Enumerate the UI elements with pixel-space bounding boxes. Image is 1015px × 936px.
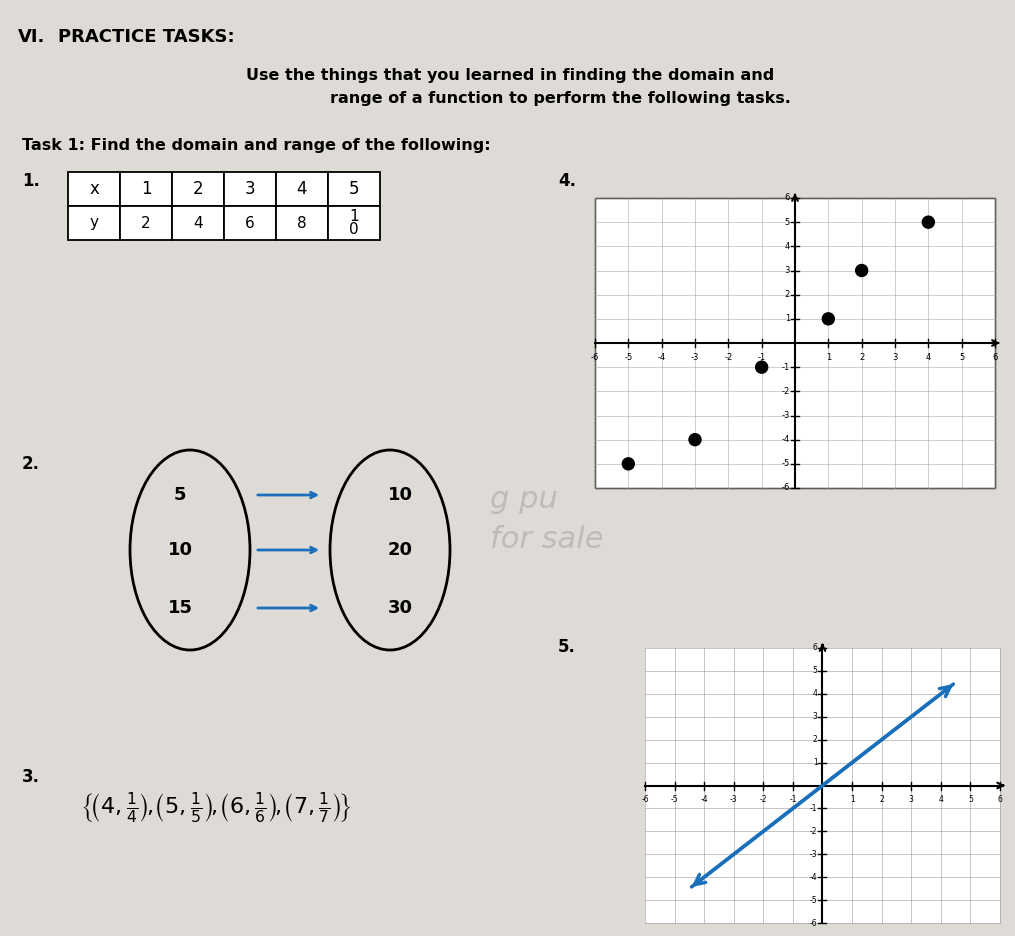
Text: 1: 1 — [813, 758, 817, 768]
Bar — [328, 172, 380, 206]
Text: 4: 4 — [785, 241, 790, 251]
Text: 2: 2 — [859, 353, 865, 362]
Text: 5: 5 — [785, 218, 790, 227]
Text: -2: -2 — [810, 826, 817, 836]
Text: range of a function to perform the following tasks.: range of a function to perform the follo… — [330, 91, 791, 106]
Text: 2.: 2. — [22, 455, 40, 473]
Text: -6: -6 — [810, 918, 817, 928]
Text: 10: 10 — [388, 486, 412, 504]
Text: 2: 2 — [879, 796, 884, 805]
Text: 6: 6 — [785, 194, 790, 202]
Text: 1: 1 — [141, 180, 151, 198]
Text: 3: 3 — [245, 180, 256, 198]
Text: 1
0: 1 0 — [349, 209, 359, 238]
Text: -1: -1 — [810, 804, 817, 813]
Text: -4: -4 — [658, 353, 666, 362]
Text: 4: 4 — [939, 796, 943, 805]
Text: 4: 4 — [926, 353, 931, 362]
Bar — [276, 172, 328, 206]
Text: for sale: for sale — [490, 525, 604, 554]
Text: 20: 20 — [388, 541, 412, 559]
Text: -3: -3 — [730, 796, 738, 805]
Bar — [172, 206, 224, 240]
Text: 5.: 5. — [558, 638, 576, 656]
Bar — [120, 206, 172, 240]
Bar — [276, 206, 328, 240]
Text: x: x — [89, 180, 98, 198]
Text: -2: -2 — [725, 353, 733, 362]
Text: Use the things that you learned in finding the domain and: Use the things that you learned in findi… — [246, 68, 774, 83]
Text: 30: 30 — [388, 599, 412, 617]
Circle shape — [689, 433, 701, 446]
Bar — [224, 172, 276, 206]
Text: 6: 6 — [998, 796, 1003, 805]
Text: 4: 4 — [296, 180, 308, 198]
Text: -4: -4 — [782, 435, 790, 445]
Circle shape — [822, 313, 834, 325]
Bar — [328, 206, 380, 240]
Bar — [172, 172, 224, 206]
Text: $\left\{\!\left(4,\frac{1}{4}\right)\!,\!\left(5,\frac{1}{5}\right)\!,\!\left(6,: $\left\{\!\left(4,\frac{1}{4}\right)\!,\… — [80, 790, 351, 825]
Text: 6: 6 — [993, 353, 998, 362]
Circle shape — [856, 265, 868, 276]
Text: -5: -5 — [624, 353, 632, 362]
Bar — [68, 172, 120, 206]
Text: y: y — [89, 215, 98, 230]
Text: 2: 2 — [813, 735, 817, 744]
Text: 1: 1 — [785, 314, 790, 323]
Text: 4.: 4. — [558, 172, 576, 190]
Bar — [645, 648, 1000, 923]
Text: -1: -1 — [790, 796, 797, 805]
Text: 5: 5 — [968, 796, 972, 805]
Text: -3: -3 — [782, 411, 790, 420]
Bar — [595, 198, 995, 488]
Text: -4: -4 — [810, 872, 817, 882]
Text: 2: 2 — [193, 180, 203, 198]
Bar — [224, 206, 276, 240]
Text: -3: -3 — [810, 850, 817, 858]
Text: 3: 3 — [785, 266, 790, 275]
Text: -4: -4 — [700, 796, 708, 805]
Text: VI.: VI. — [18, 28, 46, 46]
Text: 5: 5 — [959, 353, 964, 362]
Text: 5: 5 — [174, 486, 186, 504]
Text: -5: -5 — [671, 796, 678, 805]
Text: -5: -5 — [782, 460, 790, 468]
Text: 1.: 1. — [22, 172, 40, 190]
Text: 3: 3 — [892, 353, 897, 362]
Text: 3: 3 — [813, 712, 817, 722]
Text: -1: -1 — [757, 353, 765, 362]
Text: -6: -6 — [591, 353, 599, 362]
Text: -1: -1 — [782, 362, 790, 372]
Text: g pu: g pu — [490, 486, 558, 515]
Text: -2: -2 — [759, 796, 767, 805]
Text: 6: 6 — [246, 215, 255, 230]
Text: 10: 10 — [167, 541, 193, 559]
Text: 4: 4 — [813, 689, 817, 698]
Text: -5: -5 — [810, 896, 817, 904]
Text: 3: 3 — [908, 796, 914, 805]
Text: 1: 1 — [826, 353, 831, 362]
Circle shape — [622, 458, 634, 470]
Text: -6: -6 — [641, 796, 649, 805]
Text: -2: -2 — [782, 387, 790, 396]
Text: 1: 1 — [850, 796, 855, 805]
Text: -6: -6 — [782, 484, 790, 492]
Text: 3.: 3. — [22, 768, 40, 786]
Text: 4: 4 — [193, 215, 203, 230]
Text: 8: 8 — [297, 215, 307, 230]
Text: PRACTICE TASKS:: PRACTICE TASKS: — [58, 28, 234, 46]
Text: 2: 2 — [141, 215, 151, 230]
Text: 5: 5 — [349, 180, 359, 198]
Circle shape — [923, 216, 935, 228]
Bar — [120, 172, 172, 206]
Text: 6: 6 — [813, 644, 817, 652]
Text: 2: 2 — [785, 290, 790, 300]
Text: -3: -3 — [691, 353, 699, 362]
Text: Task 1: Find the domain and range of the following:: Task 1: Find the domain and range of the… — [22, 138, 490, 153]
Text: 5: 5 — [813, 666, 817, 676]
Circle shape — [755, 361, 767, 373]
Text: 15: 15 — [167, 599, 193, 617]
Bar — [68, 206, 120, 240]
